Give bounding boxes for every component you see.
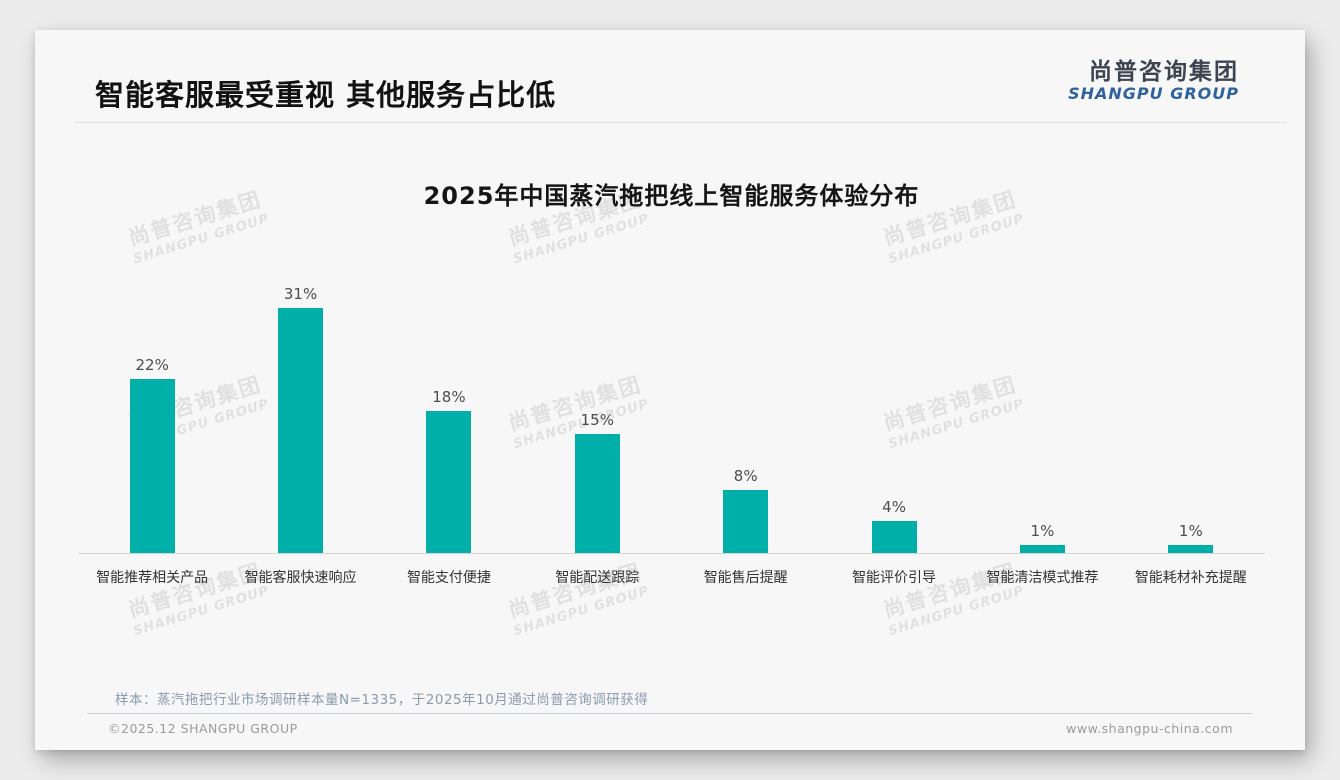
bar-value-label: 4%	[882, 498, 906, 516]
category-label: 智能配送跟踪	[555, 570, 640, 586]
category-label: 智能支付便捷	[406, 570, 491, 586]
footer-website: www.shangpu-china.com	[1066, 721, 1233, 736]
category-label: 智能推荐相关产品	[96, 570, 209, 586]
sample-note: 样本：蒸汽拖把行业市场调研样本量N=1335，于2025年10月通过尚普咨询调研…	[115, 692, 649, 708]
bar-column: 1%	[1117, 280, 1265, 553]
category-label: 智能客服快速响应	[244, 570, 357, 586]
footer-divider	[87, 713, 1252, 714]
bar-column: 22%	[78, 280, 226, 553]
bar-value-label: 1%	[1178, 522, 1203, 540]
slide: 智能客服最受重视 其他服务占比低 尚普咨询集团 SHANGPU GROUP 20…	[35, 30, 1305, 750]
bar-value-label: 18%	[432, 388, 466, 406]
watermark-en: SHANGPU GROUP	[886, 211, 1027, 268]
footer-copyright: ©2025.12 SHANGPU GROUP	[108, 721, 298, 736]
bar	[1168, 545, 1214, 553]
bar-value-label: 1%	[1030, 522, 1055, 540]
bar-column: 18%	[375, 280, 523, 553]
bar-value-label: 15%	[580, 411, 614, 429]
chart-title: 2025年中国蒸汽拖把线上智能服务体验分布	[423, 182, 920, 210]
page-title: 智能客服最受重视 其他服务占比低	[95, 78, 557, 112]
brand-logo: 尚普咨询集团 SHANGPU GROUP	[1068, 59, 1239, 104]
watermark-en: SHANGPU GROUP	[511, 211, 652, 268]
category-label: 智能耗材补充提醒	[1134, 570, 1247, 586]
bar-value-label: 31%	[283, 285, 318, 303]
category-label: 智能清洁模式推荐	[986, 570, 1099, 586]
header-divider	[75, 122, 1287, 123]
bar-chart: 22% 31% 18% 15% 8% 4% 1% 1%	[78, 280, 1265, 554]
watermark: 尚普咨询集团 SHANGPU GROUP	[484, 549, 669, 645]
bar	[723, 490, 769, 553]
watermark-cn: 尚普咨询集团	[125, 559, 265, 623]
bar	[574, 434, 620, 553]
brand-logo-en: SHANGPU GROUP	[1068, 84, 1239, 104]
bar	[1019, 545, 1065, 553]
bar	[129, 379, 175, 553]
watermark-cn: 尚普咨询集团	[505, 559, 645, 623]
bar-value-label: 22%	[135, 356, 169, 374]
watermark: 尚普咨询集团 SHANGPU GROUP	[104, 549, 289, 645]
bar-column: 4%	[820, 280, 968, 553]
brand-logo-cn: 尚普咨询集团	[1089, 59, 1239, 85]
bar-column: 8%	[672, 280, 820, 553]
bar-column: 31%	[226, 280, 374, 553]
category-label: 智能评价引导	[852, 570, 937, 586]
category-label: 智能售后提醒	[703, 570, 788, 586]
watermark-en: SHANGPU GROUP	[131, 211, 272, 268]
bar	[426, 411, 472, 553]
bar-value-label: 8%	[733, 467, 758, 485]
category-axis: 智能推荐相关产品 智能客服快速响应 智能支付便捷 智能配送跟踪 智能售后提醒 智能评价引导…	[78, 568, 1265, 588]
watermark: 尚普咨询集团 SHANGPU GROUP	[859, 549, 1044, 645]
bar-column: 15%	[523, 280, 671, 553]
watermark-cn: 尚普咨询集团	[880, 559, 1020, 623]
bar-column: 1%	[968, 280, 1116, 553]
bar	[278, 308, 324, 553]
bar	[871, 521, 917, 553]
